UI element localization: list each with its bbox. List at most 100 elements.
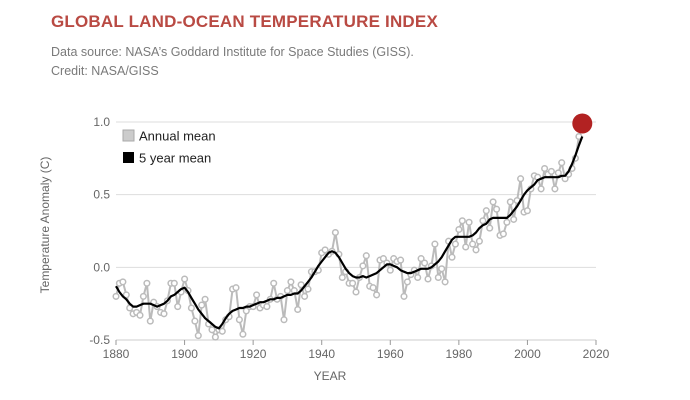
annual-mean-point[interactable] <box>304 285 312 293</box>
annual-mean-point[interactable] <box>126 304 134 312</box>
annual-mean-point[interactable] <box>441 278 449 286</box>
annual-mean-point[interactable] <box>469 240 477 248</box>
annual-mean-point[interactable] <box>112 292 120 300</box>
annual-mean-point[interactable] <box>537 185 545 193</box>
x-tick-label: 2020 <box>583 347 610 361</box>
annual-mean-point[interactable] <box>551 185 559 193</box>
y-tick-label: 0.5 <box>93 188 110 202</box>
five-year-mean-line[interactable] <box>115 136 584 330</box>
annual-mean-point[interactable] <box>506 198 514 206</box>
annual-mean-point[interactable] <box>194 332 202 340</box>
annual-mean-point[interactable] <box>472 246 480 254</box>
annual-mean-point[interactable] <box>321 246 329 254</box>
annual-mean-point[interactable] <box>465 218 473 226</box>
annual-mean-point[interactable] <box>270 279 278 287</box>
annual-mean-point[interactable] <box>146 317 154 325</box>
annual-mean-point[interactable] <box>338 273 346 282</box>
annual-mean-point[interactable] <box>451 240 459 248</box>
annual-mean-point[interactable] <box>349 279 357 287</box>
x-tick-label: 2000 <box>514 347 541 361</box>
annual-mean-point[interactable] <box>218 327 226 335</box>
annual-mean-point[interactable] <box>541 164 549 173</box>
annual-mean-point[interactable] <box>503 218 511 226</box>
annual-mean-point[interactable] <box>421 259 429 267</box>
annual-mean-point[interactable] <box>301 292 309 300</box>
annual-mean-point[interactable] <box>263 303 271 311</box>
annual-mean-point[interactable] <box>448 253 456 261</box>
annual-mean-point[interactable] <box>283 287 291 295</box>
annual-mean-point[interactable] <box>187 304 195 312</box>
annual-mean-point[interactable] <box>438 265 446 273</box>
annual-mean-point[interactable] <box>386 266 394 274</box>
annual-mean-point[interactable] <box>547 167 555 175</box>
annual-mean-point[interactable] <box>211 333 219 341</box>
data-source-text: Data source: NASA’s Goddard Institute fo… <box>51 45 414 59</box>
annual-mean-point[interactable] <box>359 262 367 270</box>
annual-mean-point[interactable] <box>403 278 411 286</box>
annual-mean-point[interactable] <box>181 275 189 283</box>
legend-swatch-annual[interactable] <box>122 129 135 142</box>
annual-mean-point[interactable] <box>235 316 243 324</box>
annual-mean-point[interactable] <box>517 175 525 183</box>
annual-mean-point[interactable] <box>499 230 507 238</box>
annual-mean-point[interactable] <box>462 243 470 251</box>
latest-value-dot[interactable] <box>572 113 593 134</box>
annual-mean-point[interactable] <box>239 330 247 338</box>
annual-mean-point[interactable] <box>417 255 425 263</box>
annual-mean-point[interactable] <box>253 291 261 299</box>
annual-mean-point[interactable] <box>458 217 466 225</box>
x-tick-label: 1900 <box>171 347 198 361</box>
latest-value-marker[interactable] <box>572 113 593 134</box>
annual-mean-point[interactable] <box>208 326 216 334</box>
annual-mean-point[interactable] <box>191 317 199 325</box>
annual-mean-point[interactable] <box>554 169 562 177</box>
annual-mean-point[interactable] <box>119 278 127 286</box>
annual-mean-point[interactable] <box>414 273 422 282</box>
y-axis-label: Temperature Anomaly (C) <box>38 157 52 294</box>
annual-mean-point[interactable] <box>139 292 147 300</box>
annual-mean-point[interactable] <box>201 295 209 303</box>
legend: Annual mean 5 year mean <box>122 129 216 166</box>
annual-mean-point[interactable] <box>294 305 302 314</box>
annual-mean-point[interactable] <box>369 284 377 292</box>
annual-mean-point[interactable] <box>373 291 381 299</box>
annual-mean-point[interactable] <box>482 207 490 215</box>
annual-mean-point[interactable] <box>160 310 168 318</box>
credit-text: Credit: NASA/GISS <box>51 64 159 78</box>
annual-mean-point[interactable] <box>331 228 339 237</box>
annual-mean-point[interactable] <box>122 291 130 299</box>
annual-mean-point[interactable] <box>455 225 463 234</box>
annual-mean-point[interactable] <box>486 224 494 232</box>
legend-swatch-five-year[interactable] <box>123 152 134 163</box>
annual-mean-point[interactable] <box>489 198 497 206</box>
annual-mean-point[interactable] <box>379 255 387 263</box>
legend-label-five-year: 5 year mean <box>139 151 211 166</box>
annual-mean-point[interactable] <box>431 240 439 248</box>
annual-mean-point[interactable] <box>558 159 566 167</box>
legend-label-annual: Annual mean <box>139 129 216 144</box>
annual-mean-point[interactable] <box>174 303 182 311</box>
annual-mean-point[interactable] <box>479 217 487 225</box>
annual-mean-point[interactable] <box>143 279 151 287</box>
annual-mean-point[interactable] <box>232 284 240 292</box>
annual-mean-point[interactable] <box>136 311 144 319</box>
annual-mean-point[interactable] <box>287 278 295 286</box>
annual-mean-point[interactable] <box>510 215 518 223</box>
annual-mean-point[interactable] <box>475 237 483 245</box>
annual-mean-point[interactable] <box>170 279 178 287</box>
annual-mean-point[interactable] <box>297 281 305 289</box>
annual-mean-point[interactable] <box>362 252 370 260</box>
annual-mean-point[interactable] <box>523 207 531 215</box>
annual-mean-point[interactable] <box>400 292 408 300</box>
annual-mean-point[interactable] <box>280 316 288 324</box>
annual-mean-point[interactable] <box>352 288 360 296</box>
annual-mean-point[interactable] <box>424 275 432 283</box>
five-year-mean-series[interactable] <box>115 136 584 330</box>
x-tick-label: 1960 <box>377 347 404 361</box>
annual-mean-point[interactable] <box>434 273 442 282</box>
annual-mean-point[interactable] <box>397 256 405 264</box>
annual-mean-point[interactable] <box>493 205 501 213</box>
x-axis-label: YEAR <box>314 369 347 383</box>
annual-mean-point[interactable] <box>198 301 206 309</box>
